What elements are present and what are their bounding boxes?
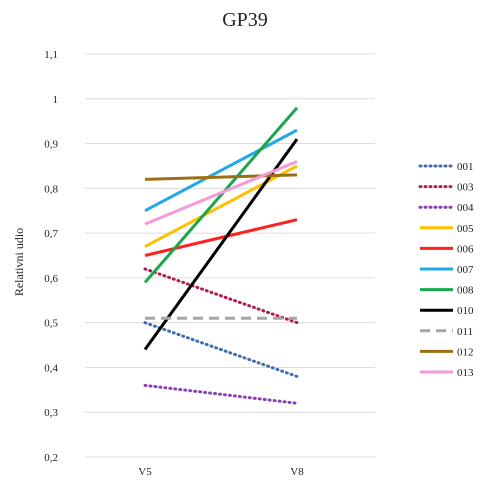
y-tick-label: 0,8 xyxy=(44,183,58,195)
legend-label-006: 006 xyxy=(457,243,474,255)
y-tick-label: 0,7 xyxy=(44,228,58,240)
series-line-004 xyxy=(143,383,299,405)
series-line-003 xyxy=(143,267,299,325)
x-tick-labels: V5 V8 xyxy=(138,466,304,478)
series-line-012 xyxy=(144,173,298,181)
series-line-005 xyxy=(144,164,298,248)
series-lines xyxy=(143,106,299,405)
legend-label-005: 005 xyxy=(457,223,474,235)
series-line-006 xyxy=(144,218,298,257)
legend-label-003: 003 xyxy=(457,182,474,194)
legend-label-011: 011 xyxy=(457,326,473,338)
legend-label-004: 004 xyxy=(457,202,474,214)
y-tick-label: 0,6 xyxy=(44,273,58,285)
series-line-013 xyxy=(144,160,298,226)
legend-label-007: 007 xyxy=(457,264,474,276)
legend: 001 003 004 005 006 007 008 010 011 012 013 xyxy=(418,161,474,379)
y-axis-label: Relativni udio xyxy=(12,228,26,296)
legend-label-013: 013 xyxy=(457,367,474,379)
y-tick-labels: 0,2 0,3 0,4 0,5 0,6 0,7 0,8 0,9 1 1,1 xyxy=(44,49,58,464)
legend-label-010: 010 xyxy=(457,305,474,317)
chart-title: GP39 xyxy=(222,9,268,31)
y-tick-label: 0,5 xyxy=(44,318,58,330)
y-tick-label: 0,2 xyxy=(44,452,58,464)
legend-label-012: 012 xyxy=(457,346,474,358)
y-tick-label: 0,3 xyxy=(44,407,58,419)
x-tick-label: V5 xyxy=(138,466,152,478)
series-line-008 xyxy=(143,106,299,284)
y-tick-label: 0,4 xyxy=(44,362,58,374)
y-tick-label: 1,1 xyxy=(44,49,58,61)
series-line-001 xyxy=(143,321,299,378)
y-tick-label: 1 xyxy=(53,94,59,106)
y-tick-label: 0,9 xyxy=(44,139,58,151)
series-line-007 xyxy=(144,128,298,213)
legend-label-001: 001 xyxy=(457,161,474,173)
legend-label-008: 008 xyxy=(457,285,474,297)
x-tick-label: V8 xyxy=(290,466,304,478)
